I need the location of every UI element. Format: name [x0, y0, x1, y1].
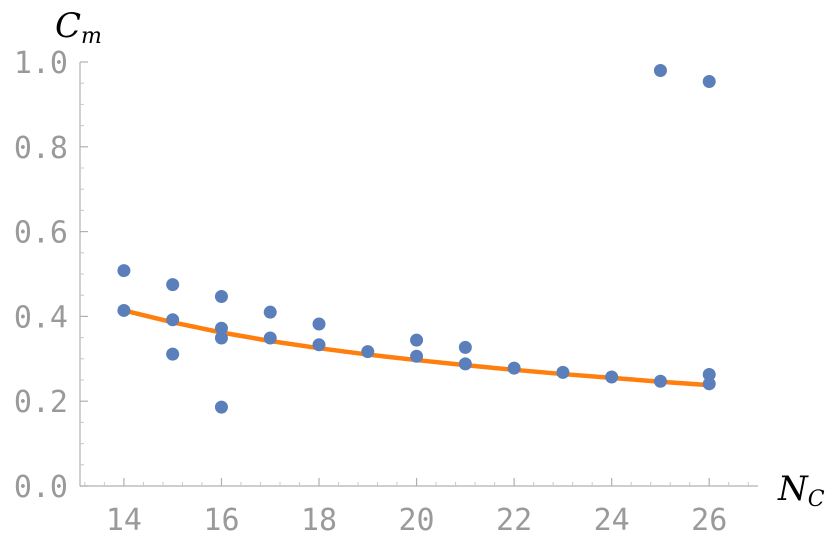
- x-axis-label-main: N: [777, 469, 809, 509]
- data-point: [117, 264, 131, 278]
- y-tick-label: 0.6: [14, 216, 68, 251]
- data-point: [166, 347, 180, 361]
- fit-curve-layer: [121, 308, 712, 388]
- data-point: [410, 333, 424, 347]
- x-axis-label-sub: C: [808, 487, 825, 512]
- x-axis-label: NC: [777, 469, 825, 512]
- axes: [79, 62, 758, 487]
- data-point: [214, 331, 228, 345]
- x-tick-label: 24: [594, 503, 630, 538]
- x-tick-label: 18: [301, 503, 337, 538]
- y-axis-label-main: C: [55, 6, 81, 46]
- data-point: [702, 75, 716, 89]
- x-tick-label: 22: [496, 503, 532, 538]
- data-point: [507, 361, 521, 375]
- tick-labels: 14 16 18 20 22 24 26 0.0 0.2 0.4 0.6 0.8 1.0: [14, 46, 727, 538]
- data-point: [653, 63, 667, 77]
- y-axis-label: Cm: [55, 6, 102, 49]
- x-tick-label: 14: [106, 503, 142, 538]
- data-point: [312, 338, 326, 352]
- data-point: [556, 365, 570, 379]
- data-point: [214, 289, 228, 303]
- x-tick-label: 16: [203, 503, 239, 538]
- data-point: [214, 321, 228, 335]
- y-tick-label: 0.8: [14, 131, 68, 166]
- tick-marks: [80, 61, 749, 487]
- x-tick-label: 26: [691, 503, 727, 538]
- y-tick-label: 0.2: [14, 385, 68, 420]
- data-point: [410, 349, 424, 363]
- data-point: [458, 357, 472, 371]
- data-point: [263, 305, 277, 319]
- data-point: [117, 303, 131, 317]
- data-points-layer: [117, 63, 716, 414]
- x-tick-label: 20: [398, 503, 434, 538]
- data-point: [702, 367, 716, 381]
- data-point: [653, 374, 667, 388]
- fit-curve: [121, 308, 712, 388]
- data-point: [702, 377, 716, 391]
- data-point: [361, 345, 375, 359]
- data-point: [166, 278, 180, 292]
- data-point: [605, 370, 619, 384]
- data-point: [214, 400, 228, 414]
- data-point: [263, 331, 277, 345]
- y-tick-label: 1.0: [14, 46, 68, 81]
- data-point: [458, 340, 472, 354]
- data-point: [166, 313, 180, 327]
- y-tick-label: 0.0: [14, 470, 68, 505]
- y-tick-label: 0.4: [14, 300, 68, 335]
- y-axis-label-sub: m: [81, 24, 102, 49]
- data-point: [312, 317, 326, 331]
